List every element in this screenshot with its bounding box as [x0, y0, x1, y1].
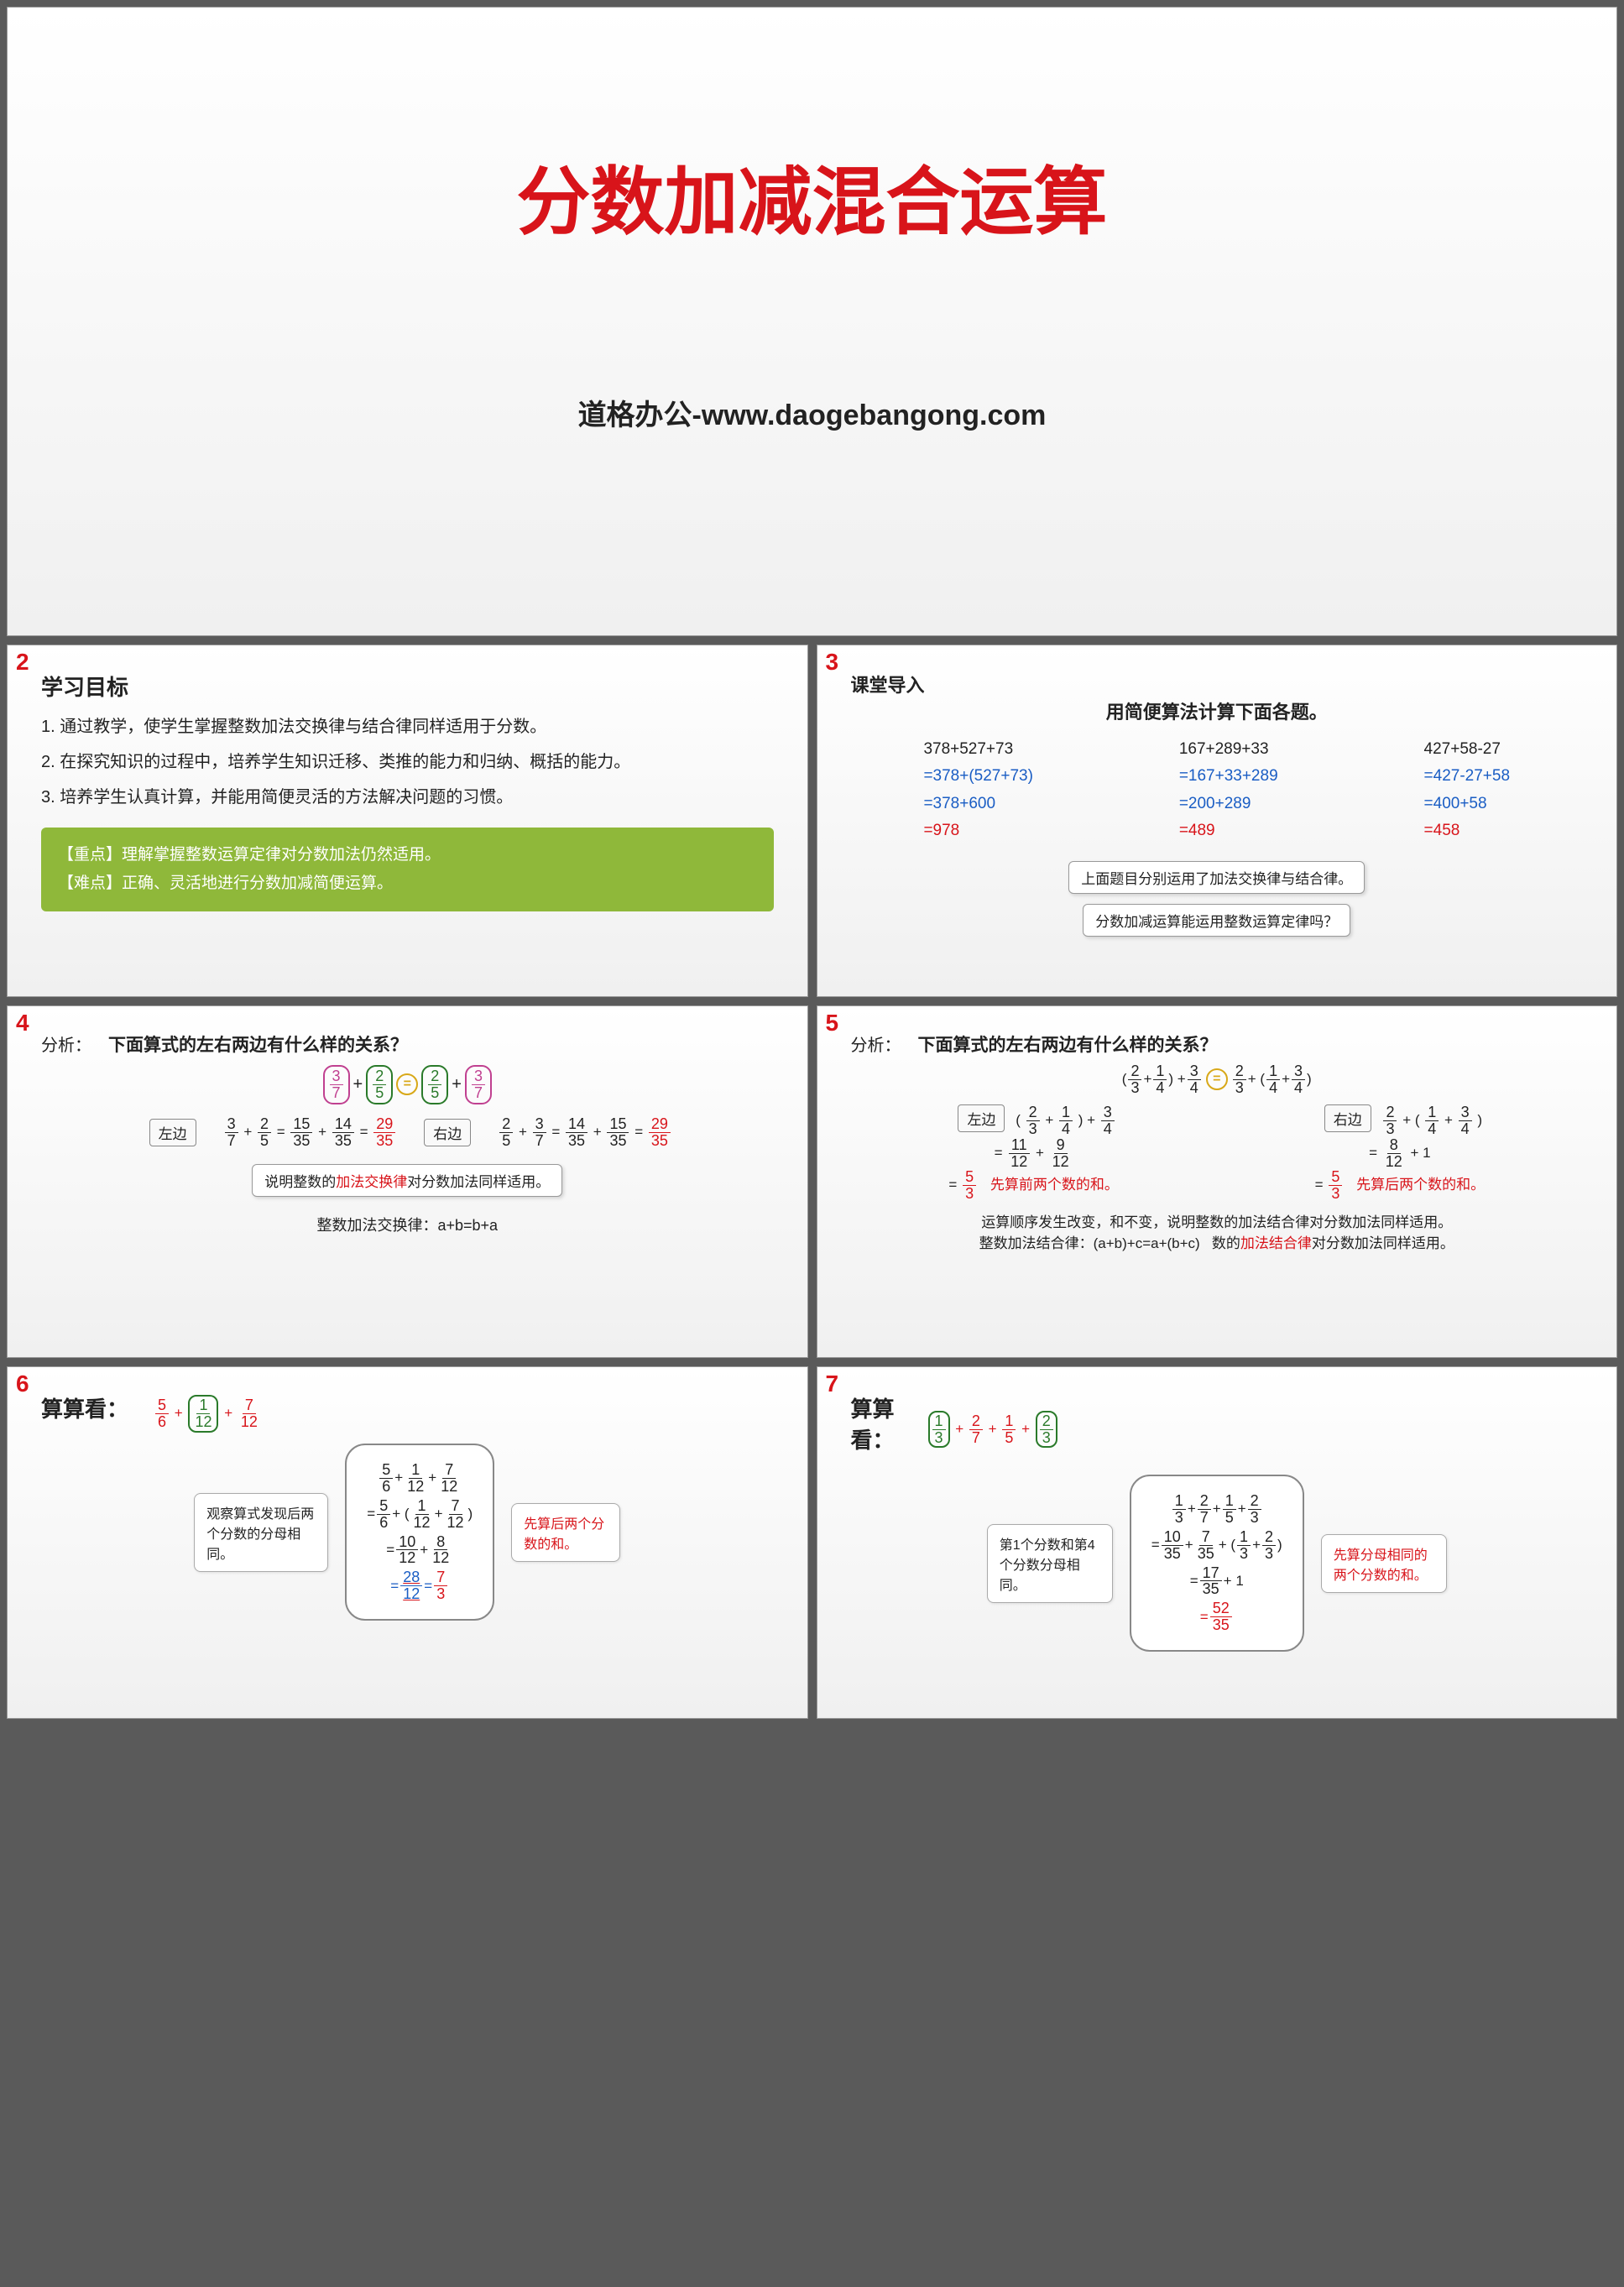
- question: 下面算式的左右两边有什么样的关系？: [108, 1031, 408, 1057]
- calc-columns: 378+527+73 =378+(527+73) =378+600 =978 1…: [851, 736, 1584, 844]
- slide-7: 7 算算看： 13 + 27 + 15 + 23 第1个分数和第4个分数分母相同…: [817, 1366, 1618, 1719]
- bubble-2: 分数加减运算能运用整数运算定律吗？: [1083, 904, 1350, 937]
- analysis-label: 分析：: [851, 1031, 901, 1056]
- slide-number: 6: [16, 1371, 29, 1397]
- slide-number: 3: [826, 649, 839, 676]
- conclusion-bubble: 说明整数的加法交换律对分数加法同样适用。: [252, 1164, 562, 1197]
- work-columns: 左边 ( 23 + 14 ) + 34 = 1112 + 912 = 53 先算…: [851, 1104, 1584, 1202]
- calc-box: 56 + 112 + 712 = 56 + ( 112 + 712 ) = 10…: [345, 1444, 494, 1621]
- analysis-label: 分析：: [41, 1031, 91, 1056]
- calc-row: 第1个分数和第4个分数分母相同。 13 + 27 + 15 + 23 = 103…: [851, 1475, 1584, 1652]
- equals-circle: =: [396, 1073, 418, 1095]
- calc-title: 算算看：: [851, 1392, 901, 1454]
- rule: 整数加法交换律：a+b=b+a: [41, 1214, 774, 1235]
- top-equation: 37 + 25 = 25 + 37: [41, 1065, 774, 1104]
- slide-5: 5 分析： 下面算式的左右两边有什么样的关系？ ( 23 + 14 ) + 34…: [817, 1005, 1618, 1358]
- calc-title: 算算看：: [41, 1392, 128, 1423]
- calc-title: 用简便算法计算下面各题。: [851, 697, 1584, 724]
- slide-number: 7: [826, 1371, 839, 1397]
- objective-1: 1. 通过教学，使学生掌握整数加法交换律与结合律同样适用于分数。: [41, 713, 774, 740]
- objective-2: 2. 在探究知识的过程中，培养学生知识迁移、类推的能力和归纳、概括的能力。: [41, 749, 774, 775]
- section-title: 课堂导入: [851, 675, 925, 696]
- note-right: 先算后两个分数的和。: [511, 1503, 620, 1562]
- calc-col-2: 167+289+33 =167+33+289 =200+289 =489: [1179, 736, 1278, 844]
- subtitle: 道格办公-www.daogebangong.com: [578, 392, 1047, 433]
- slide-3: 3 课堂导入 用简便算法计算下面各题。 378+527+73 =378+(527…: [817, 645, 1618, 997]
- calc-row: 观察算式发现后两个分数的分母相同。 56 + 112 + 712 = 56 + …: [41, 1444, 774, 1621]
- calc-col-3: 427+58-27 =427-27+58 =400+58 =458: [1424, 736, 1511, 844]
- slide-4: 4 分析： 下面算式的左右两边有什么样的关系？ 37 + 25 = 25 + 3…: [7, 1005, 808, 1358]
- note-right: 先算分母相同的两个分数的和。: [1321, 1534, 1447, 1593]
- slide-number: 2: [16, 649, 29, 676]
- work-row: 左边 37 + 25 = 1535 + 1435 = 2935 右边 25 + …: [41, 1116, 774, 1149]
- main-title: 分数加减混合运算: [516, 143, 1107, 249]
- question: 下面算式的左右两边有什么样的关系？: [918, 1031, 1218, 1057]
- section-title: 学习目标: [41, 671, 774, 702]
- note-left: 第1个分数和第4个分数分母相同。: [987, 1524, 1113, 1603]
- slide-6: 6 算算看： 56 + 112 + 712 观察算式发现后两个分数的分母相同。 …: [7, 1366, 808, 1719]
- slide-title: 分数加减混合运算 道格办公-www.daogebangong.com: [7, 7, 1617, 636]
- objective-3: 3. 培养学生认真计算，并能用简便灵活的方法解决问题的习惯。: [41, 784, 774, 811]
- key-points-box: 【重点】理解掌握整数运算定律对分数加法仍然适用。 【难点】正确、灵活地进行分数加…: [41, 828, 774, 911]
- top-equation: ( 23 + 14 ) + 34 = 23 + ( 14 + 34 ): [851, 1063, 1584, 1096]
- calc-box: 13 + 27 + 15 + 23 = 1035 + 735 + ( 13 + …: [1130, 1475, 1304, 1652]
- slide-2: 2 学习目标 1. 通过教学，使学生掌握整数加法交换律与结合律同样适用于分数。 …: [7, 645, 808, 997]
- slide-number: 4: [16, 1010, 29, 1036]
- calc-col-1: 378+527+73 =378+(527+73) =378+600 =978: [923, 736, 1032, 844]
- bubble-1: 上面题目分别运用了加法交换律与结合律。: [1068, 861, 1365, 894]
- slide-number: 5: [826, 1010, 839, 1036]
- key-point: 【重点】理解掌握整数运算定律对分数加法仍然适用。: [58, 841, 757, 869]
- difficult-point: 【难点】正确、灵活地进行分数加减简便运算。: [58, 869, 757, 898]
- note-left: 观察算式发现后两个分数的分母相同。: [194, 1493, 328, 1572]
- bottom-note: 运算顺序发生改变，和不变，说明整数的加法结合律对分数加法同样适用。 整数加法结合…: [851, 1210, 1584, 1252]
